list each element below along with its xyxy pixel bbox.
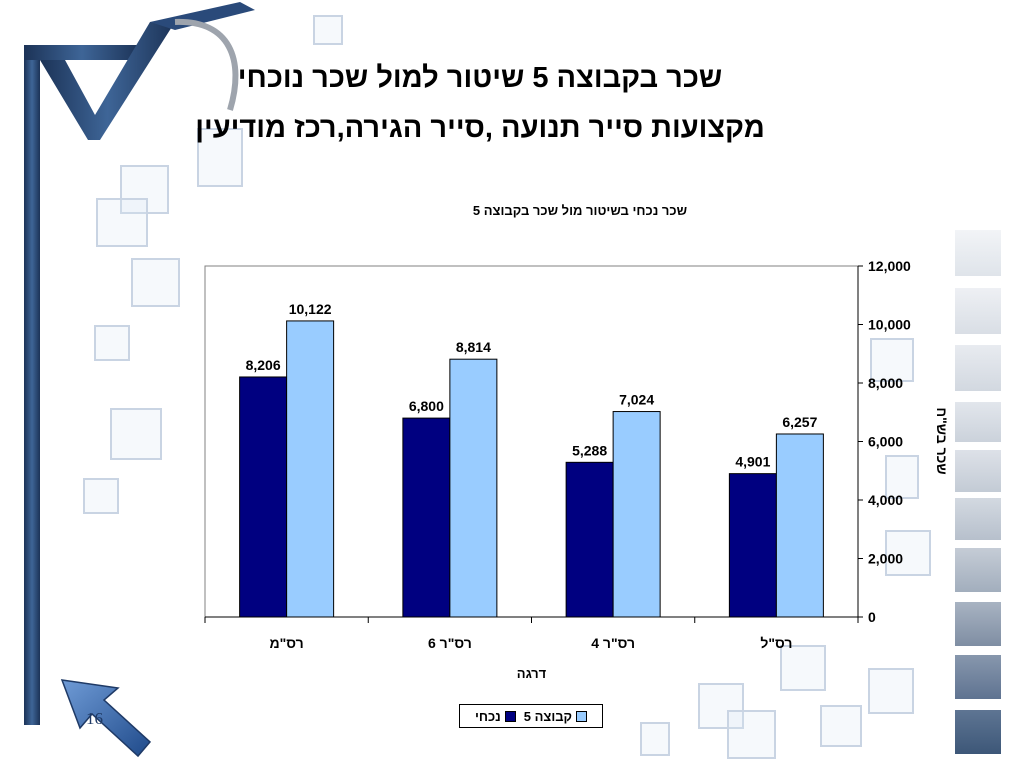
gradient-square (955, 655, 1001, 699)
legend-swatch-current (504, 710, 516, 722)
x-tick-label: רס"ר 6 (428, 635, 472, 651)
background-square (197, 128, 243, 187)
gradient-square (955, 402, 1001, 442)
background-square (727, 710, 776, 759)
x-axis-title: דרגה (517, 666, 547, 681)
gradient-square (955, 288, 1001, 334)
legend-label-current: נכחי (474, 708, 501, 724)
data-label: 8,814 (456, 339, 491, 355)
gradient-square (955, 498, 1001, 540)
gradient-square (955, 548, 1001, 592)
y-tick-label: 8,000 (868, 375, 903, 391)
background-square (885, 530, 931, 576)
slide-title-line2: מקצועות סייר תנועה ,סייר הגירה,רכז מודיע… (195, 112, 765, 144)
background-square (780, 645, 826, 691)
data-label: 8,206 (246, 357, 281, 373)
bar (612, 411, 661, 618)
x-tick-label: רס"ל (760, 635, 792, 651)
background-square (96, 198, 148, 247)
gradient-square (955, 602, 1001, 646)
slide-title-line1: שכר בקבוצה 5 שיטור למול שכר נוכחי (237, 62, 723, 94)
legend-item-current: נכחי (475, 709, 516, 724)
background-square (870, 338, 914, 382)
y-axis-title: שכר בש"ח (934, 407, 950, 474)
background-square (868, 668, 914, 714)
data-label: 6,257 (782, 414, 817, 430)
legend-swatch-group5 (576, 710, 588, 722)
background-square (820, 705, 862, 747)
data-label: 4,901 (735, 454, 770, 470)
background-square (698, 683, 744, 729)
data-label: 10,122 (289, 301, 332, 317)
bar (775, 433, 824, 618)
background-square (313, 15, 343, 45)
chart-title: שכר נכחי בשיטור מול שכר בקבוצה 5 (472, 203, 688, 218)
legend-label-group5: קבוצה 5 (523, 708, 573, 724)
data-label: 7,024 (619, 392, 654, 408)
y-tick-label: 0 (868, 609, 876, 625)
gradient-square (955, 450, 1001, 492)
x-tick-label: רס"ר 4 (591, 635, 635, 651)
legend-item-group5: קבוצה 5 (523, 708, 588, 724)
background-square (885, 455, 919, 499)
y-tick-label: 10,000 (868, 317, 911, 333)
data-label: 5,288 (572, 442, 607, 458)
background-square (640, 722, 670, 756)
background-square (110, 408, 162, 460)
background-square (83, 478, 119, 514)
background-square (131, 258, 180, 307)
gradient-square (955, 345, 1001, 391)
background-square (120, 165, 169, 214)
data-label: 6,800 (409, 398, 444, 414)
bar (286, 320, 335, 618)
bar (402, 417, 451, 618)
y-tick-label: 2,000 (868, 551, 903, 567)
y-tick-label: 6,000 (868, 434, 903, 450)
bar (728, 473, 777, 618)
background-square (94, 325, 130, 361)
gradient-square (955, 230, 1001, 276)
slide-number: 16 (86, 709, 103, 728)
chart-legend: נכחי קבוצה 5 (459, 704, 603, 728)
bar (239, 376, 288, 618)
bar (449, 358, 498, 618)
bar (565, 461, 614, 618)
x-tick-label: רס"מ (270, 635, 304, 651)
gradient-square (955, 710, 1001, 754)
y-tick-label: 12,000 (868, 258, 911, 274)
y-tick-label: 4,000 (868, 492, 903, 508)
